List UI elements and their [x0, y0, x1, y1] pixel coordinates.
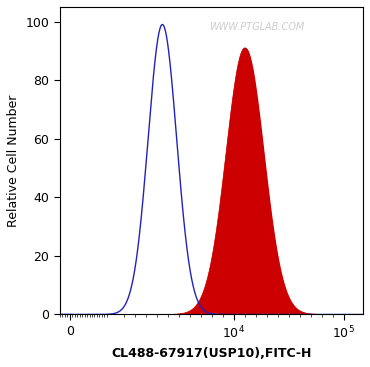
X-axis label: CL488-67917(USP10),FITC-H: CL488-67917(USP10),FITC-H	[111, 347, 312, 360]
Text: WWW.PTGLAB.COM: WWW.PTGLAB.COM	[209, 22, 305, 32]
Y-axis label: Relative Cell Number: Relative Cell Number	[7, 95, 20, 227]
